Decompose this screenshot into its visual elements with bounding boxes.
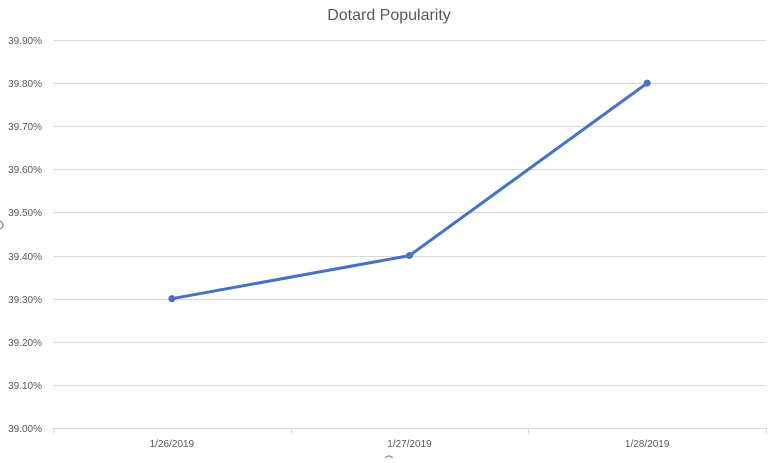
x-axis-tick-labels: 1/26/2019 1/27/2019 1/28/2019 [150,439,670,450]
data-point [406,252,413,260]
y-tick-label: 39.00% [8,424,42,435]
series-layer [168,79,651,303]
x-tick-label: 1/28/2019 [625,439,670,450]
y-tick-label: 39.50% [8,208,42,219]
data-point [643,79,651,87]
y-tick-label: 39.10% [8,381,42,392]
y-tick-label: 39.70% [8,122,42,133]
y-axis-tick-labels: 39.00% 39.10% 39.20% 39.30% 39.40% 39.50% 39.6… [8,36,42,435]
gridlines [53,40,766,386]
y-tick-label: 39.40% [8,252,42,263]
y-tick-label: 39.30% [8,295,42,306]
chart-title: Dotard Popularity [327,7,451,24]
x-tick-label: 1/27/2019 [387,439,432,450]
y-tick-label: 39.60% [8,165,42,176]
resize-handle-left[interactable] [0,220,4,230]
x-axis [53,428,767,434]
y-tick-label: 39.80% [8,79,42,90]
y-tick-label: 39.90% [8,36,42,47]
y-tick-label: 39.20% [8,338,42,349]
series-line [170,81,649,301]
data-point [168,295,176,303]
x-tick-label: 1/26/2019 [150,439,195,450]
